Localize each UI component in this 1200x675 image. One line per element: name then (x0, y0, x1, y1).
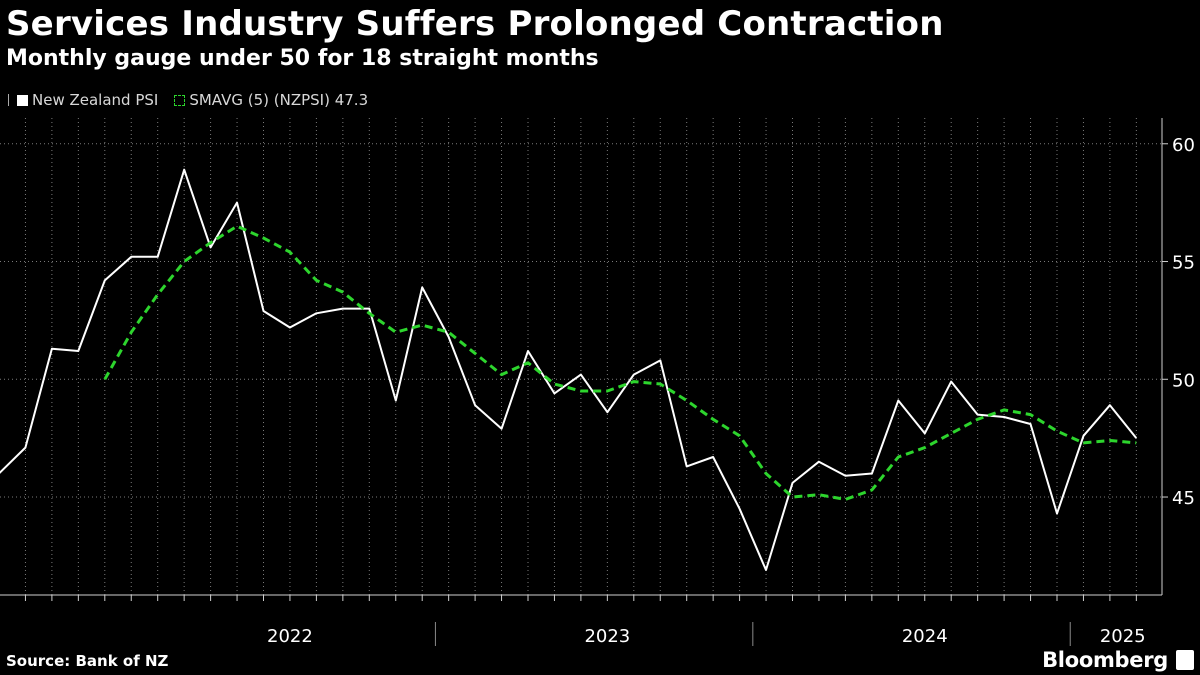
legend-item-psi: New Zealand PSI (8, 91, 158, 109)
bloomberg-icon (1176, 650, 1194, 670)
year-label: 2024 (902, 626, 948, 647)
source-note: Source: Bank of NZ (6, 652, 169, 670)
smavg-series-line (103, 224, 1137, 501)
psi-series-line (0, 168, 1138, 571)
year-label: 2022 (267, 626, 313, 647)
y-tick-label: 55 (1172, 253, 1195, 274)
y-tick-label: 50 (1172, 370, 1195, 391)
chart-subtitle: Monthly gauge under 50 for 18 straight m… (6, 46, 599, 71)
legend: New Zealand PSI SMAVG (5) (NZPSI) 47.3 (8, 91, 384, 109)
legend-label-psi: New Zealand PSI (32, 91, 159, 109)
white-square-icon (17, 94, 28, 106)
pin-icon (8, 94, 13, 106)
y-tick-label: 45 (1172, 488, 1195, 509)
legend-label-smavg: SMAVG (5) (NZPSI) 47.3 (189, 91, 369, 109)
year-label: 2023 (584, 626, 630, 647)
chart-title: Services Industry Suffers Prolonged Cont… (6, 4, 944, 44)
bloomberg-logo: Bloomberg (1042, 648, 1168, 672)
y-tick-label: 60 (1172, 135, 1195, 156)
green-dashed-square-icon (174, 94, 186, 106)
legend-item-smavg: SMAVG (5) (NZPSI) 47.3 (174, 91, 368, 109)
year-label: 2025 (1100, 626, 1146, 647)
